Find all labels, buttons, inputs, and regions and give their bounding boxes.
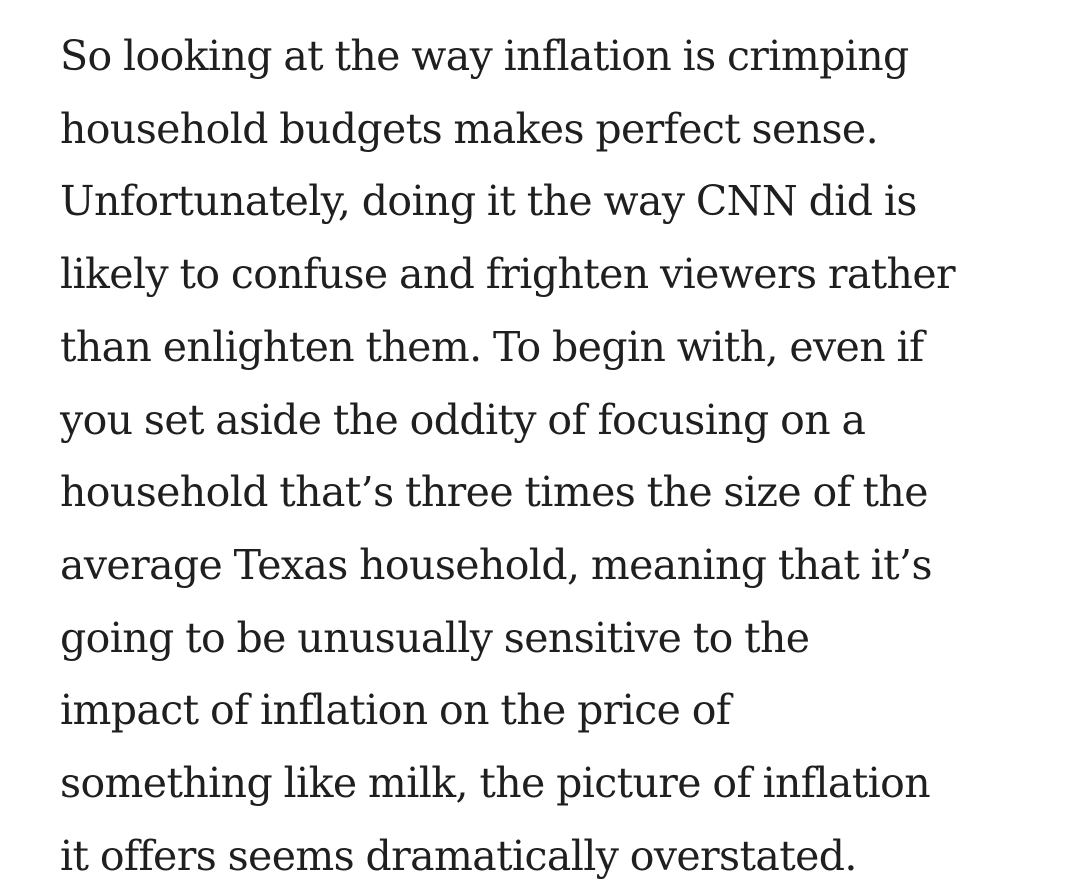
paragraph-line: something like milk, the picture of infl… <box>60 759 931 808</box>
paragraph-line: you set aside the oddity of focusing on … <box>60 395 866 444</box>
article-paragraph: So looking at the way inflation is crimp… <box>60 20 1080 892</box>
paragraph-line: likely to confuse and frighten viewers r… <box>60 250 956 299</box>
paragraph-line: it offers seems dramatically overstated. <box>60 831 857 880</box>
paragraph-line: average Texas household, meaning that it… <box>60 540 933 589</box>
paragraph-line: household that’s three times the size of… <box>60 468 929 517</box>
paragraph-line: So looking at the way inflation is crimp… <box>60 32 909 80</box>
paragraph-line: than enlighten them. To begin with, even… <box>60 322 924 371</box>
paragraph-line: household budgets makes perfect sense. <box>60 104 879 153</box>
paragraph-line: impact of inflation on the price of <box>60 686 731 735</box>
paragraph-line: Unfortunately, doing it the way CNN did … <box>60 177 917 226</box>
paragraph-line: going to be unusually sensitive to the <box>60 613 810 662</box>
